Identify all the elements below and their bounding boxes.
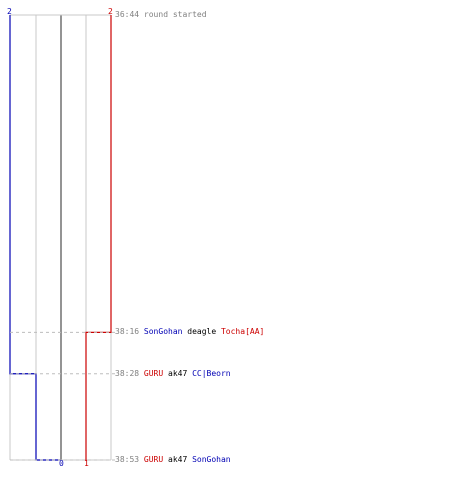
red-team-line xyxy=(85,15,112,460)
event-time: 38:16 xyxy=(115,327,140,337)
event-time: 38:28 xyxy=(115,368,140,378)
event-row: 36:44 round started xyxy=(115,10,207,20)
player-name: SonGohan xyxy=(192,455,231,464)
event-row: 38:53 GURU ak47 SonGohan xyxy=(115,455,231,465)
weapon-name: deagle xyxy=(182,327,221,337)
event-text: round started xyxy=(143,10,207,19)
blue-top-count: 2 xyxy=(7,7,12,16)
event-time: 36:44 xyxy=(115,10,140,19)
blue-bottom-count: 0 xyxy=(59,459,64,468)
player-name: GURU xyxy=(143,368,164,378)
red-top-count: 2 xyxy=(108,7,113,16)
weapon-name: ak47 xyxy=(163,368,193,378)
event-time: 38:53 xyxy=(115,455,140,464)
player-name: CC|Beorn xyxy=(192,368,231,378)
weapon-name: ak47 xyxy=(163,455,193,464)
red-bottom-count: 1 xyxy=(84,459,89,468)
player-name: Tocha[AA] xyxy=(220,327,265,337)
event-row: 38:16 SonGohan deagle Tocha[AA] xyxy=(115,327,264,337)
event-row: 38:28 GURU ak47 CC|Beorn xyxy=(115,369,231,379)
player-name: GURU xyxy=(143,455,164,464)
player-name: SonGohan xyxy=(143,327,183,337)
